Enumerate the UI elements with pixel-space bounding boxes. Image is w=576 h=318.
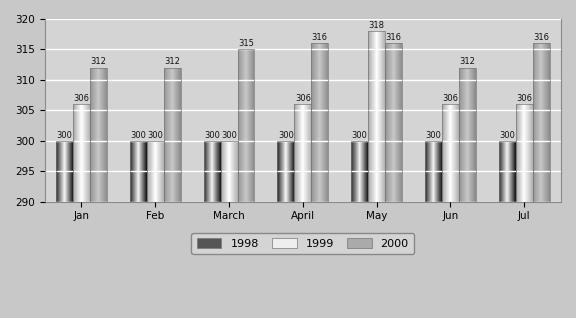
- Bar: [533, 43, 550, 204]
- Bar: [221, 141, 237, 204]
- Text: 300: 300: [426, 130, 441, 140]
- Text: 315: 315: [238, 39, 254, 48]
- Bar: [516, 104, 533, 204]
- Text: 300: 300: [56, 130, 73, 140]
- Bar: [278, 141, 294, 204]
- Text: 306: 306: [516, 94, 532, 103]
- Bar: [203, 141, 221, 204]
- Bar: [368, 31, 385, 204]
- Bar: [130, 141, 147, 204]
- Bar: [294, 104, 311, 204]
- Bar: [425, 141, 442, 204]
- Text: 300: 300: [499, 130, 515, 140]
- Text: 306: 306: [442, 94, 458, 103]
- Text: 300: 300: [130, 130, 146, 140]
- Text: 300: 300: [204, 130, 220, 140]
- Text: 306: 306: [295, 94, 311, 103]
- Bar: [442, 104, 459, 204]
- Text: 316: 316: [385, 33, 401, 42]
- Text: 312: 312: [460, 58, 475, 66]
- Text: 306: 306: [74, 94, 89, 103]
- Legend: 1998, 1999, 2000: 1998, 1999, 2000: [191, 232, 414, 254]
- Bar: [351, 141, 368, 204]
- Text: 312: 312: [90, 58, 107, 66]
- Bar: [237, 49, 255, 204]
- Text: 316: 316: [312, 33, 328, 42]
- Bar: [459, 68, 476, 204]
- Bar: [56, 141, 73, 204]
- Bar: [499, 141, 516, 204]
- Bar: [311, 43, 328, 204]
- Text: 300: 300: [278, 130, 294, 140]
- Bar: [164, 68, 181, 204]
- Bar: [385, 43, 402, 204]
- Text: 312: 312: [164, 58, 180, 66]
- Text: 300: 300: [147, 130, 163, 140]
- Text: 300: 300: [221, 130, 237, 140]
- Text: 318: 318: [369, 21, 385, 30]
- Bar: [147, 141, 164, 204]
- Bar: [90, 68, 107, 204]
- Text: 300: 300: [352, 130, 367, 140]
- Bar: [73, 104, 90, 204]
- Text: 316: 316: [533, 33, 549, 42]
